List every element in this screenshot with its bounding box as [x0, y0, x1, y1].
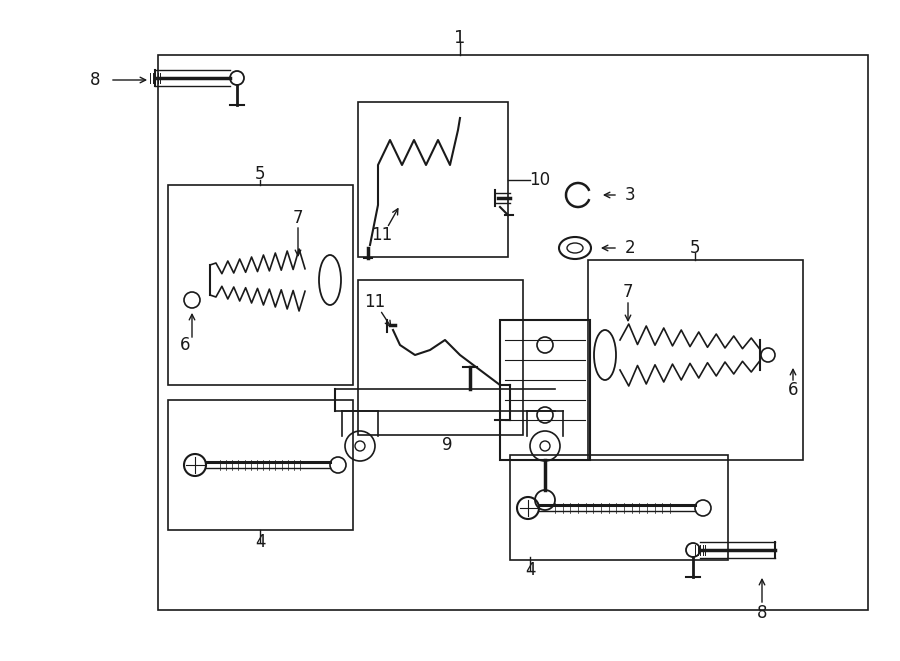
Bar	[168, 400, 353, 530]
Text: 4: 4	[255, 533, 266, 551]
Text: 9: 9	[442, 436, 452, 454]
Text: 4: 4	[525, 561, 535, 579]
Text: 5: 5	[255, 165, 266, 183]
Text: 7: 7	[292, 209, 303, 227]
Text: 10: 10	[529, 171, 551, 189]
Text: 5: 5	[689, 239, 700, 257]
Text: 11: 11	[372, 226, 392, 244]
Text: 2: 2	[625, 239, 635, 257]
Bar	[588, 260, 803, 460]
Text: 11: 11	[364, 293, 385, 311]
Bar	[358, 280, 523, 435]
Text: 6: 6	[788, 381, 798, 399]
Text: 3: 3	[625, 186, 635, 204]
Bar	[158, 55, 868, 610]
Text: 6: 6	[180, 336, 190, 354]
Bar	[358, 102, 508, 257]
Bar	[168, 185, 353, 385]
Bar	[510, 455, 728, 560]
Bar	[500, 320, 590, 460]
Text: 8: 8	[90, 71, 100, 89]
Text: 1: 1	[454, 29, 465, 47]
Text: 7: 7	[623, 283, 634, 301]
Text: 8: 8	[757, 604, 767, 622]
